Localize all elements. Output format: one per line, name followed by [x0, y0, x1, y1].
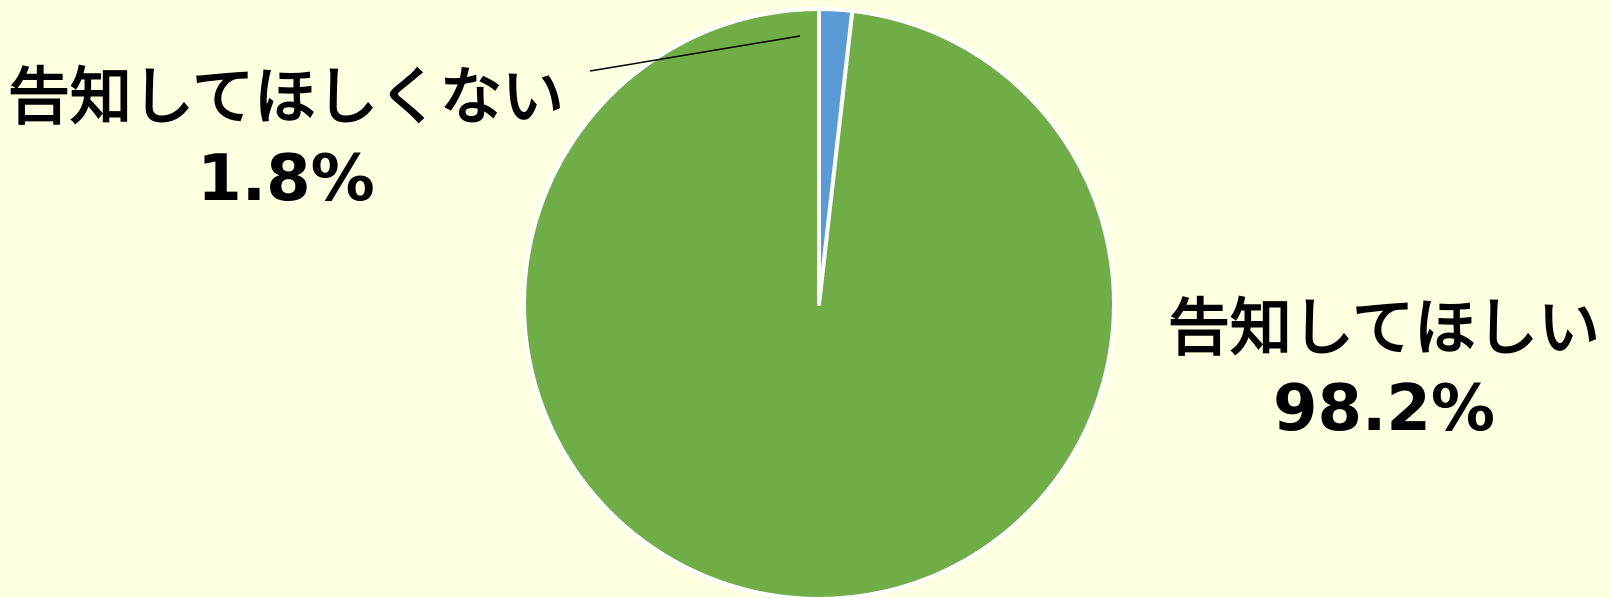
slice-label-name-1: 告知してほしくない	[8, 60, 564, 133]
pie-slices	[522, 7, 1116, 598]
slice-label-name-0: 告知してほしい	[1168, 291, 1600, 364]
pie-data-labels: 告知してほしくない 1.8% 告知してほしい 98.2%	[8, 35, 1600, 446]
pie-slice-1	[817, 7, 855, 306]
pie-slice-0	[522, 7, 1116, 598]
leader-line	[589, 35, 801, 72]
slice-label-value-0: 98.2%	[1273, 372, 1495, 446]
slice-label-value-1: 1.8%	[197, 142, 375, 216]
